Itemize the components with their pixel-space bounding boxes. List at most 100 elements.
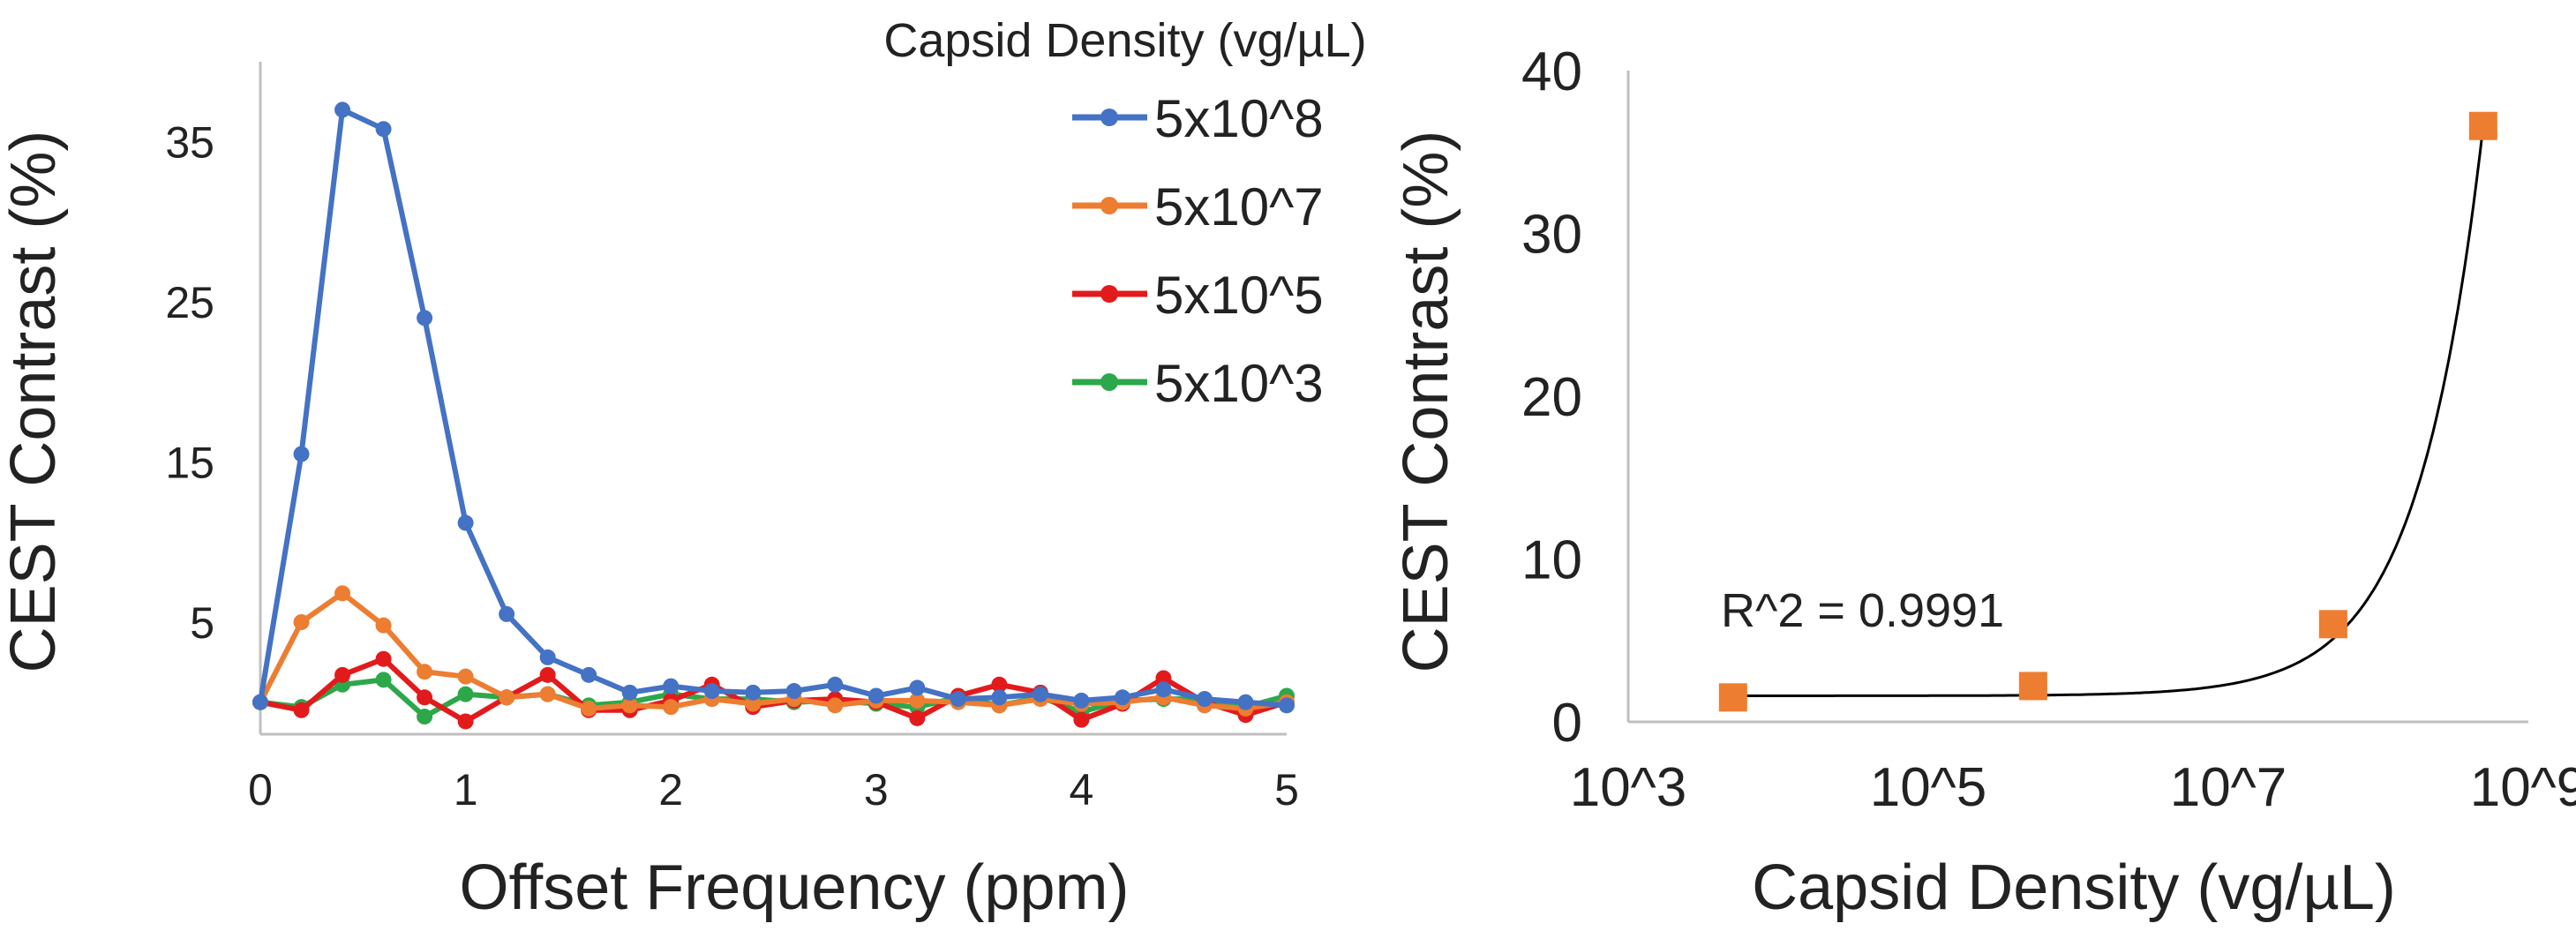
right-y-axis-label: CEST Contrast (%) [1391, 131, 1461, 673]
legend: 5x10^8 5x10^7 5x10^5 5x10^3 [1072, 89, 1324, 413]
data-point [827, 676, 844, 693]
data-point [375, 617, 392, 634]
right-x-tick-label: 10^7 [2170, 757, 2287, 818]
data-point [827, 697, 844, 714]
data-point [909, 692, 926, 709]
data-point [417, 709, 433, 725]
data-point [252, 694, 268, 710]
legend-label: 5x10^3 [1154, 354, 1324, 413]
data-point [1114, 689, 1130, 706]
data-point [1196, 691, 1213, 708]
fit-trendline [1732, 125, 2485, 697]
data-point [1279, 697, 1295, 714]
right-axes [1626, 71, 2528, 724]
data-point [499, 605, 515, 622]
data-point [417, 310, 433, 327]
legend-swatch-marker [1100, 373, 1118, 391]
left-x-tick-labels: 0 1 2 3 4 5 [248, 765, 1299, 815]
data-point [745, 684, 762, 701]
right-x-axis-label: Capsid Density (vg/µL) [1752, 852, 2396, 923]
data-point [334, 101, 351, 118]
left-y-tick-label: 5 [190, 598, 214, 648]
right-x-tick-label: 10^9 [2470, 757, 2576, 818]
right-y-tick-label: 0 [1552, 693, 1582, 754]
data-point [1155, 681, 1172, 698]
data-point [950, 691, 966, 708]
legend-swatch-marker [1100, 197, 1118, 214]
data-point [417, 689, 433, 706]
data-point [1718, 683, 1747, 712]
right-x-tick-labels: 10^3 10^5 10^7 10^9 [1570, 757, 2576, 818]
left-y-tick-label: 15 [165, 439, 214, 488]
right-data-points [1718, 111, 2497, 712]
data-point [375, 672, 392, 688]
offset-frequency-chart: 5 15 25 35 0 1 2 3 4 5 CEST Contrast (%) Offset … [0, 14, 1367, 923]
right-y-tick-labels: 0 10 20 30 40 [1521, 41, 1582, 754]
left-x-tick-label: 3 [864, 765, 889, 815]
legend-swatch-marker [1100, 109, 1118, 126]
left-y-tick-labels: 5 15 25 35 [165, 118, 214, 648]
data-point [293, 446, 310, 462]
left-x-tick-label: 1 [454, 765, 478, 815]
data-point [457, 713, 474, 730]
data-point [457, 514, 474, 531]
legend-item: 5x10^3 [1072, 354, 1324, 413]
data-point [991, 689, 1008, 706]
data-point [909, 679, 926, 696]
data-point [909, 710, 926, 726]
data-point [334, 585, 351, 602]
left-y-axis-label: CEST Contrast (%) [0, 131, 69, 673]
data-point [539, 686, 556, 702]
data-point [375, 650, 392, 667]
left-y-tick-label: 25 [165, 278, 214, 327]
left-y-tick-label: 35 [165, 118, 214, 168]
data-point [1237, 694, 1254, 710]
left-x-tick-label: 5 [1274, 765, 1299, 815]
right-x-tick-label: 10^3 [1570, 757, 1687, 818]
left-series-group [252, 101, 1295, 730]
data-point [1032, 686, 1048, 702]
legend-label: 5x10^5 [1154, 266, 1324, 325]
data-point [375, 121, 392, 138]
data-point [539, 666, 556, 683]
left-x-tick-label: 4 [1069, 765, 1093, 815]
legend-label: 5x10^7 [1154, 177, 1324, 236]
legend-swatch-marker [1100, 285, 1118, 303]
capsid-density-chart: 0 10 20 30 40 10^3 10^5 10^7 10^9 CEST Contrast… [1391, 41, 2576, 923]
left-x-tick-label: 0 [248, 765, 273, 815]
series-5x10^8 [252, 101, 1295, 714]
data-point [334, 666, 351, 683]
right-y-tick-label: 20 [1521, 367, 1582, 428]
left-x-axis-label: Offset Frequency (ppm) [460, 852, 1130, 923]
data-point [499, 689, 515, 706]
data-point [457, 686, 474, 702]
legend-title: Capsid Density (vg/µL) [883, 14, 1366, 67]
data-point [745, 695, 762, 712]
data-point [1155, 670, 1172, 687]
data-point [621, 684, 638, 701]
data-point [293, 614, 310, 630]
legend-item: 5x10^7 [1072, 177, 1324, 236]
data-point [703, 683, 720, 700]
data-point [663, 678, 680, 694]
data-point [867, 687, 884, 704]
data-point [621, 697, 638, 714]
right-y-tick-label: 30 [1521, 205, 1582, 266]
data-point [417, 664, 433, 680]
data-point [2468, 111, 2497, 140]
legend-item: 5x10^5 [1072, 266, 1324, 325]
data-point [293, 702, 310, 718]
data-point [581, 666, 597, 683]
left-x-tick-label: 2 [658, 765, 683, 815]
data-point [991, 676, 1008, 693]
data-point [581, 700, 597, 717]
r-squared-annotation: R^2 = 0.9991 [1721, 584, 2004, 637]
right-y-tick-label: 10 [1521, 530, 1582, 591]
legend-label: 5x10^8 [1154, 89, 1324, 148]
data-point [539, 649, 556, 665]
data-point [2018, 672, 2047, 701]
data-point [457, 668, 474, 685]
data-point [1073, 711, 1090, 728]
data-point [1073, 692, 1090, 709]
